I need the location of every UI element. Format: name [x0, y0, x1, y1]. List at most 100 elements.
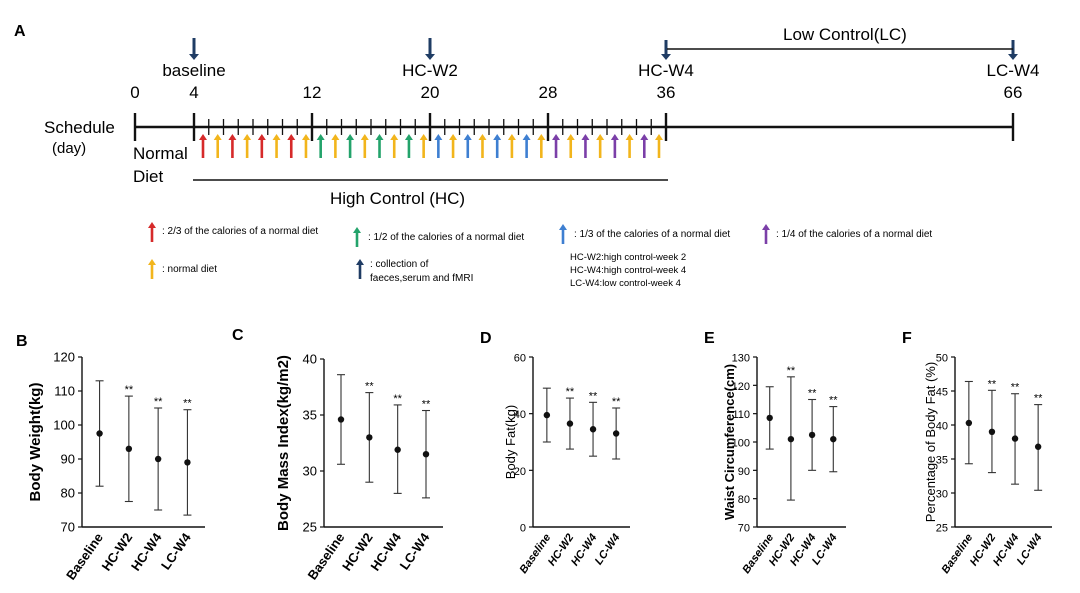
diet-arrow-orange [272, 134, 281, 158]
legend-arrow-orange [148, 259, 156, 279]
major-ticks [133, 113, 1015, 141]
y-tick-label: 70 [738, 523, 750, 535]
sample-markers: baseline HC-W2 HC-W4 LC-W4 [162, 38, 1039, 80]
diet-arrow-red [257, 134, 266, 158]
diet-arrow-orange [596, 134, 605, 158]
legend-text-red: : 2/3 of the calories of a normal diet [162, 226, 318, 237]
significance-mark: ** [829, 395, 838, 407]
diet-arrow-blue [493, 134, 502, 158]
legend-text-navy-2: faeces,serum and fMRI [370, 273, 473, 284]
y-tick-label: 25 [936, 523, 948, 535]
tick-label-66: 66 [1004, 83, 1023, 102]
significance-mark: ** [154, 396, 163, 408]
significance-mark: ** [365, 381, 374, 393]
marker-arrow-1 [425, 38, 435, 60]
diet-arrow-orange [331, 134, 340, 158]
y-tick-label: 70 [61, 520, 75, 535]
data-point-hc-w4 [154, 407, 163, 511]
diet-arrow-orange [360, 134, 369, 158]
marker-label-3: LC-W4 [987, 61, 1040, 80]
y-tick-label: 40 [936, 421, 948, 433]
y-tick-label: 90 [61, 452, 75, 467]
significance-mark: ** [1011, 382, 1020, 394]
diet-arrow-green [346, 134, 355, 158]
data-point-lc-w4 [422, 409, 430, 499]
diet-arrow-orange [537, 134, 546, 158]
diet-arrow-blue [434, 134, 443, 158]
panel-label-a: A [14, 23, 26, 40]
data-point-baseline [542, 387, 551, 443]
data-point-hc-w4 [589, 401, 598, 457]
y-axis-label: Waist Circumference(cm) [722, 364, 737, 520]
diet-arrows [199, 134, 663, 158]
y-axis-label: Percentage of Body Fat (%) [923, 362, 938, 522]
significance-mark: ** [1034, 393, 1043, 405]
y-axis-label: Body Weight(kg) [27, 383, 44, 502]
x-tick-label: HC-W4 [128, 529, 165, 573]
abbr-hc-w2: HC-W2:high control-week 2 [570, 252, 686, 263]
x-tick-label: Baseline [304, 530, 347, 582]
diet-arrow-orange [566, 134, 575, 158]
data-point-baseline [337, 374, 345, 465]
panel-label-b: B [16, 333, 28, 350]
legend-text-orange: : normal diet [162, 264, 217, 275]
y-tick-label: 130 [732, 353, 750, 365]
x-tick-label: LC-W4 [397, 529, 433, 572]
y-tick-label: 90 [738, 466, 750, 478]
legend-arrow-shape [353, 227, 361, 247]
legend-arrow-shape [148, 259, 156, 279]
data-point-hc-w2 [565, 397, 574, 450]
legend-item-blue: : 1/3 of the calories of a normal diet [559, 224, 730, 244]
legend-arrow-shape [148, 222, 156, 242]
x-tick-label: Baseline [740, 532, 776, 576]
data-point-baseline [964, 380, 973, 465]
diet-arrow-orange [390, 134, 399, 158]
diet-label: Diet [133, 167, 164, 186]
diet-arrow-orange [449, 134, 458, 158]
legend-item-orange: : normal diet [148, 259, 217, 279]
y-tick-label: 40 [514, 409, 526, 421]
tick-labels: 0 4 12 20 28 36 66 [130, 83, 1022, 102]
data-point-lc-w4 [1034, 404, 1043, 491]
y-tick-label: 100 [53, 418, 75, 433]
tick-label-36: 36 [657, 83, 676, 102]
significance-mark: ** [566, 386, 575, 398]
chart-bmi: C 25 30 35 40 Body Mass Index(kg/m2) Baseline… [232, 327, 443, 583]
y-tick-label: 50 [936, 353, 948, 365]
y-tick-label: 0 [520, 523, 526, 535]
diet-arrow-purple [581, 134, 590, 158]
legend-text-purple: : 1/4 of the calories of a normal diet [776, 229, 932, 240]
y-tick-label: 80 [61, 486, 75, 501]
legend-arrow-purple [762, 224, 770, 244]
legend-arrow-blue [559, 224, 567, 244]
x-tick-label: HC-W4 [367, 529, 404, 573]
y-tick-label: 110 [54, 384, 75, 399]
tick-label-0: 0 [130, 83, 139, 102]
normal-label: Normal [133, 144, 188, 163]
y-tick-label: 35 [303, 408, 317, 423]
y-tick-label: 35 [936, 455, 948, 467]
data-point-lc-w4 [612, 407, 621, 460]
y-tick-label: 80 [738, 494, 750, 506]
data-point-hc-w4 [393, 404, 402, 494]
x-tick-label: LC-W4 [158, 529, 194, 572]
diet-arrow-orange [655, 134, 663, 158]
marker-arrow-2 [661, 40, 671, 60]
y-tick-label: 45 [936, 387, 948, 399]
diet-arrow-orange [419, 134, 428, 158]
legend-item-navy: : collection of faeces,serum and fMRI [356, 259, 473, 284]
significance-mark: ** [125, 384, 134, 396]
legend-text-blue: : 1/3 of the calories of a normal diet [574, 229, 730, 240]
x-tick-label: Baseline [518, 532, 554, 576]
diet-arrow-red [199, 134, 207, 158]
y-axis-label: Body Fat(kg) [503, 405, 518, 479]
marker-label-0: baseline [162, 61, 225, 80]
diet-arrow-green [375, 134, 384, 158]
diet-arrow-orange [243, 134, 252, 158]
chart-body-weight: B 70 80 90 100 110 120 Body Weight(kg) Baseline… [16, 333, 205, 583]
diet-arrow-blue [522, 134, 531, 158]
x-tick-label: Baseline [63, 530, 106, 582]
